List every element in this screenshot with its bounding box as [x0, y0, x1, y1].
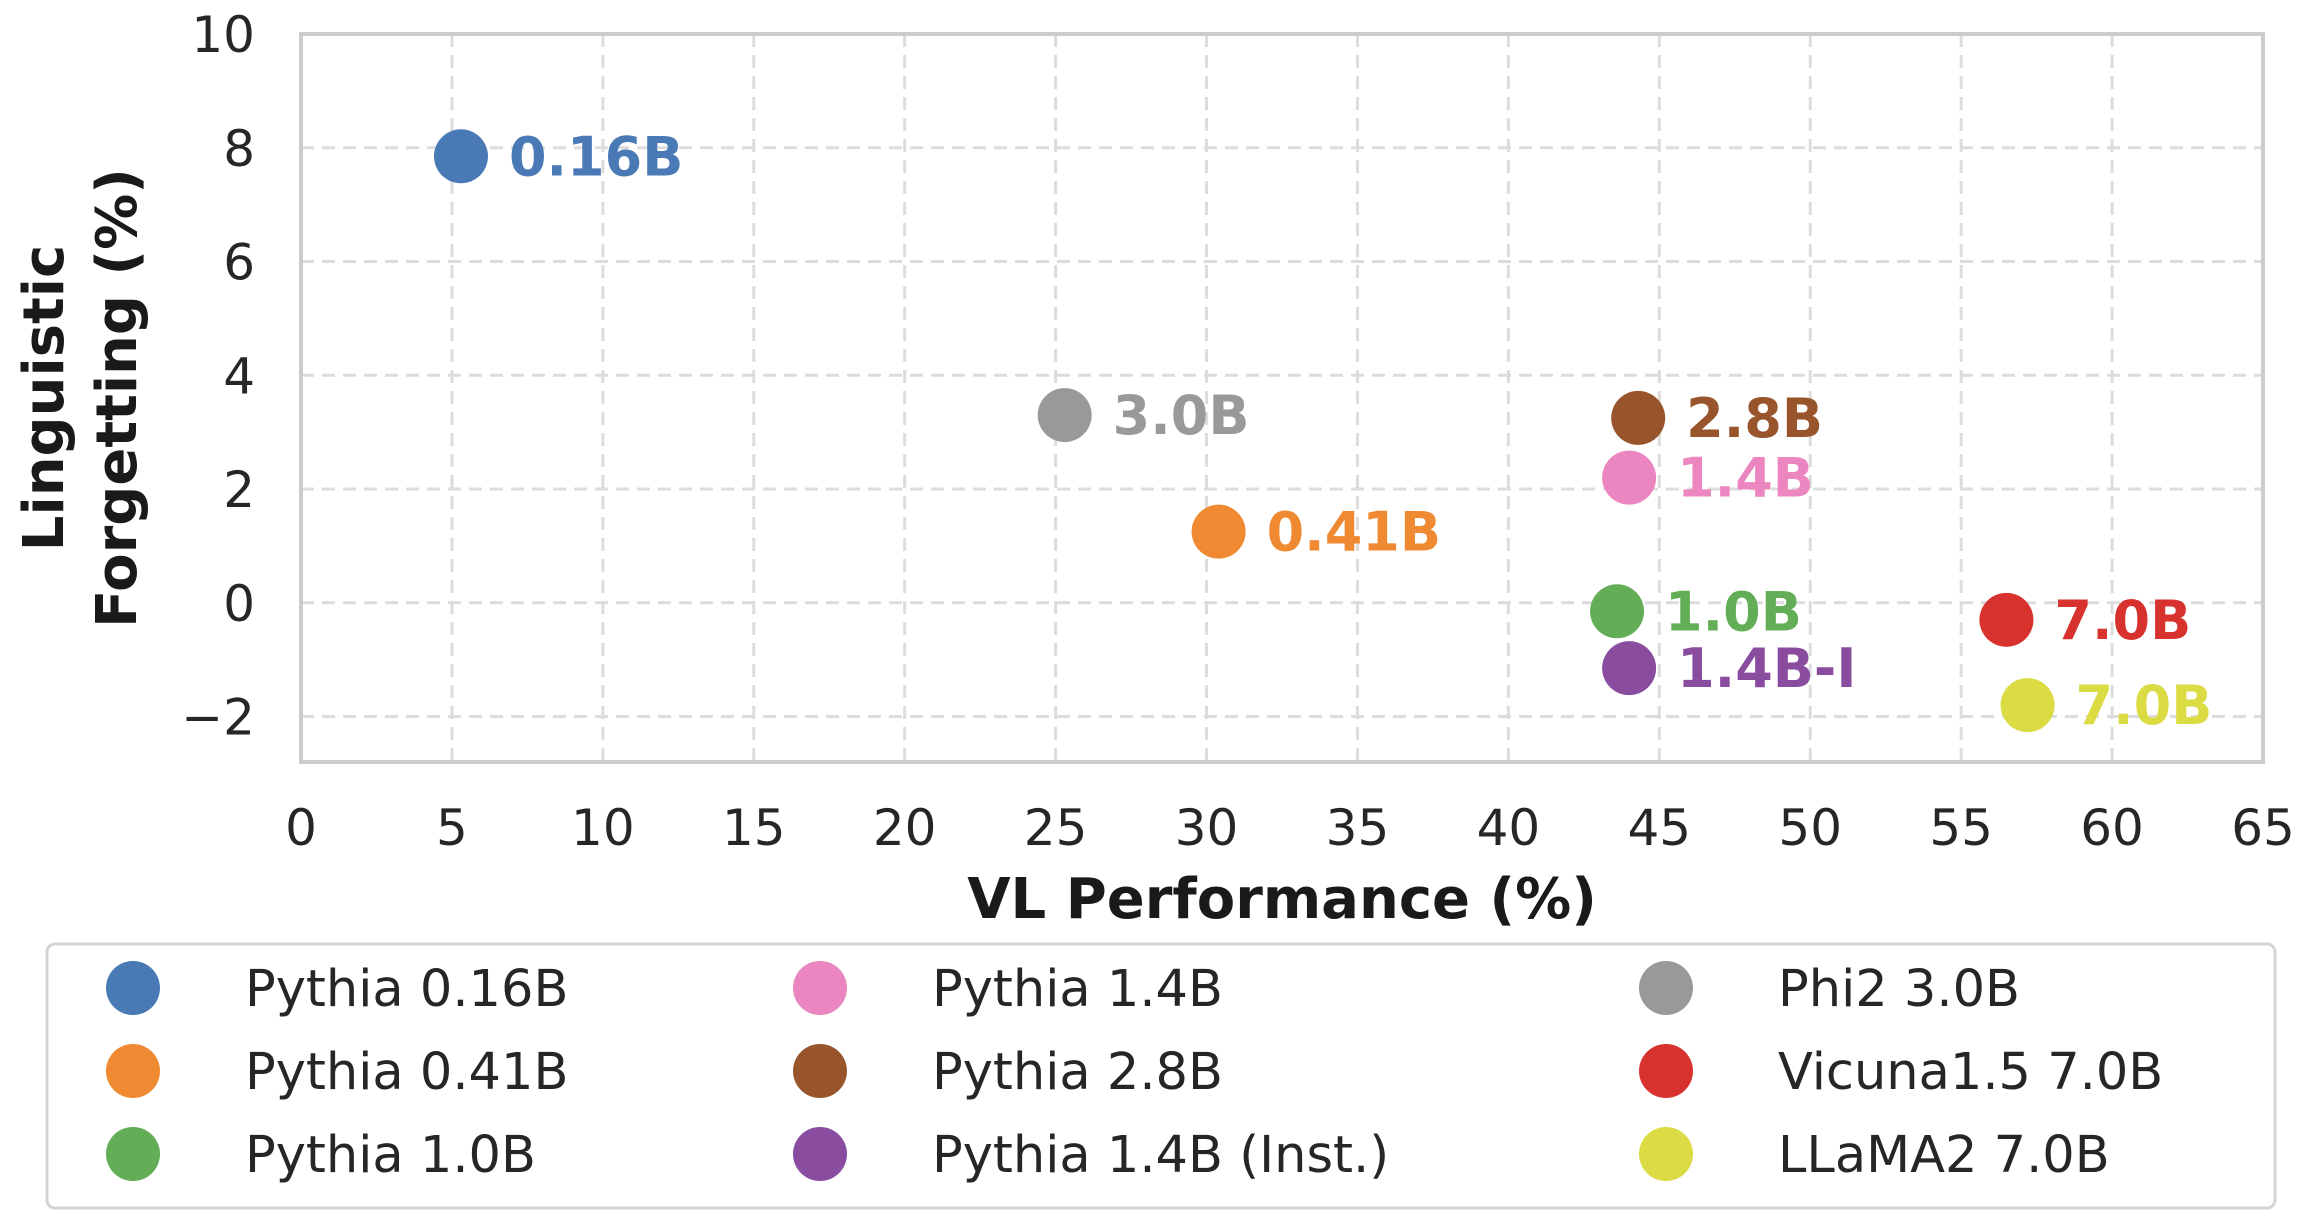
y-axis-label-line1: Linguistic [12, 245, 77, 551]
legend-marker [1639, 1127, 1693, 1181]
x-tick-label: 20 [873, 799, 937, 857]
y-axis-ticks: −2 0 2 4 6 8 10 [181, 6, 255, 747]
y-tick-label: 6 [223, 234, 255, 292]
x-tick-label: 15 [722, 799, 786, 857]
x-tick-label: 5 [436, 799, 468, 857]
data-point [1979, 592, 2034, 647]
legend-label: Vicuna1.5 7.0B [1778, 1043, 2163, 1102]
x-tick-label: 45 [1627, 799, 1691, 857]
data-point [1590, 584, 1645, 639]
y-tick-label: 2 [223, 461, 255, 519]
y-tick-label: 10 [191, 6, 255, 64]
data-point [1191, 504, 1246, 559]
x-tick-label: 55 [1929, 799, 1993, 857]
legend-marker [793, 1044, 847, 1098]
point-label: 7.0B [2076, 674, 2213, 737]
data-point [1037, 388, 1092, 443]
legend-label: Phi2 3.0B [1778, 960, 2020, 1019]
x-axis-label: VL Performance (%) [967, 867, 1597, 932]
legend-label: Pythia 1.0B [245, 1126, 536, 1185]
legend-marker [1639, 961, 1693, 1015]
x-tick-label: 65 [2231, 799, 2295, 857]
data-points: 0.16B 0.41B 1.0B 1.4B2.8B 1.4B-I 3.0B 7.0B 7.0B [433, 125, 2213, 737]
data-point [433, 129, 488, 184]
x-axis-ticks: 0 5 10 15 20 25 30 35 40 45 50 55 60 65 [285, 799, 2295, 857]
x-tick-label: 50 [1778, 799, 1842, 857]
legend-label: Pythia 1.4B (Inst.) [932, 1126, 1389, 1185]
legend-label: Pythia 1.4B [932, 960, 1223, 1019]
legend-marker [793, 961, 847, 1015]
point-label: 0.41B [1267, 501, 1441, 564]
data-point [1611, 390, 1666, 445]
x-tick-label: 25 [1024, 799, 1088, 857]
legend-frame [45, 942, 2277, 1210]
legend-marker [106, 961, 160, 1015]
y-tick-label: −2 [181, 689, 255, 747]
y-tick-label: 8 [223, 120, 255, 178]
legend-label: LLaMA2 7.0B [1778, 1126, 2110, 1185]
point-label: 3.0B [1113, 384, 1250, 447]
x-tick-label: 30 [1175, 799, 1239, 857]
legend-label: Pythia 2.8B [932, 1043, 1223, 1102]
legend-marker [793, 1127, 847, 1181]
point-label: 1.0B [1665, 580, 1802, 643]
data-point [1602, 641, 1657, 696]
point-label: 2.8B [1686, 387, 1823, 450]
data-point [1602, 450, 1657, 505]
legend-label: Pythia 0.16B [245, 960, 568, 1019]
point-label: 7.0B [2054, 589, 2191, 652]
plot-frame [299, 32, 2265, 764]
x-tick-label: 35 [1326, 799, 1390, 857]
data-point [2000, 678, 2055, 733]
legend-marker [106, 1127, 160, 1181]
y-tick-label: 0 [223, 575, 255, 633]
y-axis-label-line2: Forgetting (%) [85, 168, 150, 628]
x-tick-label: 0 [285, 799, 317, 857]
point-label: 1.4B [1677, 447, 1814, 510]
legend: Pythia 0.16B Pythia 0.41B Pythia 1.0B Pythi… [45, 942, 2277, 1210]
y-tick-label: 4 [223, 347, 255, 405]
legend-marker [106, 1044, 160, 1098]
x-tick-label: 40 [1477, 799, 1541, 857]
x-tick-label: 60 [2080, 799, 2144, 857]
legend-label: Pythia 0.41B [245, 1043, 568, 1102]
x-tick-label: 10 [571, 799, 635, 857]
legend-marker [1639, 1044, 1693, 1098]
point-label: 0.16B [509, 125, 683, 188]
point-label: 1.4B-I [1677, 637, 1856, 700]
